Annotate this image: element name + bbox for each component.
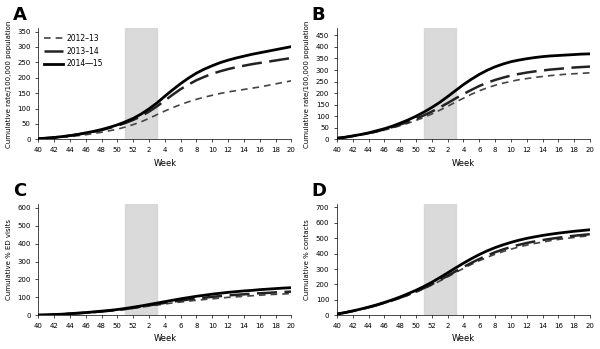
Bar	[424, 28, 455, 139]
Text: C: C	[13, 182, 26, 200]
Text: A: A	[13, 6, 27, 24]
Y-axis label: Cumulative % contacts: Cumulative % contacts	[304, 220, 310, 300]
X-axis label: Week: Week	[153, 334, 176, 343]
Bar	[424, 204, 455, 315]
Bar	[125, 204, 157, 315]
Bar	[125, 28, 157, 139]
Y-axis label: Cumulative % ED visits: Cumulative % ED visits	[5, 219, 11, 300]
Text: B: B	[311, 6, 325, 24]
X-axis label: Week: Week	[452, 334, 475, 343]
Legend: 2012–13, 2013–14, 2014―15: 2012–13, 2013–14, 2014―15	[42, 32, 104, 70]
Y-axis label: Cumulative rate/100,000 population: Cumulative rate/100,000 population	[5, 20, 11, 148]
X-axis label: Week: Week	[452, 158, 475, 168]
X-axis label: Week: Week	[153, 158, 176, 168]
Text: D: D	[311, 182, 326, 200]
Y-axis label: Cumulative rate/100,000 population: Cumulative rate/100,000 population	[304, 20, 310, 148]
